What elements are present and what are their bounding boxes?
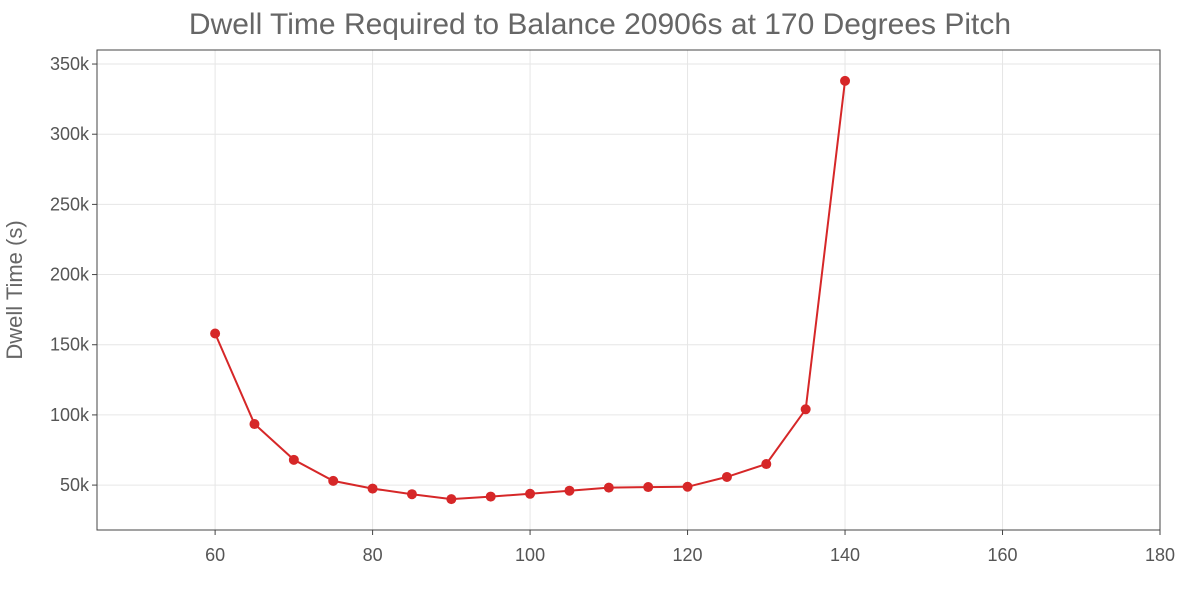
y-tick-label: 300k [50, 124, 90, 144]
data-point [485, 491, 496, 502]
data-point [249, 419, 260, 430]
data-point [682, 481, 693, 492]
plot-frame [96, 49, 1161, 531]
y-tick-label: 50k [60, 475, 90, 495]
data-point [721, 471, 732, 482]
data-point [800, 404, 811, 415]
data-point [643, 482, 654, 493]
y-tick-label: 100k [50, 405, 90, 425]
chart-title: Dwell Time Required to Balance 20906s at… [189, 8, 1011, 41]
x-tick-label: 180 [1145, 545, 1175, 565]
y-tick-label: 250k [50, 194, 90, 214]
x-tick-label: 160 [987, 545, 1017, 565]
y-tick-label: 350k [50, 54, 90, 74]
y-tick-label: 150k [50, 335, 90, 355]
grid [97, 50, 1161, 530]
data-point [328, 475, 339, 486]
data-point [564, 485, 575, 496]
data-point [840, 75, 851, 86]
data-point [446, 494, 457, 505]
x-tick-label: 100 [515, 545, 545, 565]
data-point [761, 459, 772, 470]
data-point [288, 454, 299, 465]
x-axis: 60 80 100 120 140 160 180 [205, 530, 1175, 565]
x-tick-label: 80 [363, 545, 383, 565]
x-tick-label: 60 [205, 545, 225, 565]
x-tick-label: 120 [673, 545, 703, 565]
data-point [210, 328, 221, 339]
data-point [525, 488, 536, 499]
y-axis: 50k 100k 150k 200k 250k 300k 350k [50, 54, 97, 495]
series-group [210, 75, 851, 505]
y-axis-title: Dwell Time (s) [2, 220, 27, 359]
x-tick-label: 140 [830, 545, 860, 565]
y-tick-label: 200k [50, 265, 90, 285]
data-point [367, 483, 378, 494]
data-point [603, 482, 614, 493]
data-point [406, 489, 417, 500]
